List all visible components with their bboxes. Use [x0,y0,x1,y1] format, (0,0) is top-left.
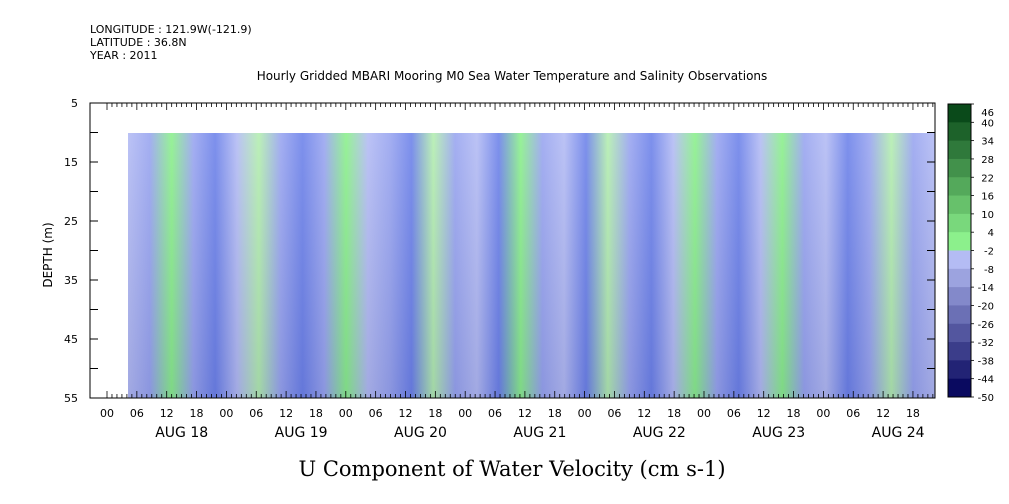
x-hour-label: 18 [787,407,801,420]
colorbar-swatch [948,323,971,343]
y-tick-label: 55 [64,392,78,405]
x-hour-label: 12 [637,407,651,420]
longitude-label: LONGITUDE : 121.9W(-121.9) [90,23,252,36]
colorbar-label: -38 [978,356,994,367]
colorbar-label: 10 [981,210,994,221]
colorbar-label: 22 [981,173,994,184]
x-hour-label: 06 [369,407,383,420]
x-hour-label: 12 [757,407,771,420]
colorbar-swatch [948,195,971,215]
x-hour-label: 18 [548,407,562,420]
x-hour-label: 06 [130,407,144,420]
colorbar-swatch [948,104,971,123]
x-day-label: AUG 24 [872,425,925,441]
colorbar-label: 46 [981,108,994,119]
colorbar-swatch [948,177,971,197]
x-hour-label: 06 [846,407,860,420]
colorbar-swatch [948,158,971,178]
x-hour-label: 00 [219,407,233,420]
colorbar-swatch [948,250,971,270]
y-tick-label: 45 [64,333,78,346]
x-hour-label: 18 [906,407,920,420]
x-axis-ticks [106,103,934,398]
x-hour-label: 18 [667,407,681,420]
x-day-label: AUG 21 [513,425,566,441]
x-hour-label: 06 [488,407,502,420]
x-axis-title: U Component of Water Velocity (cm s-1) [298,457,725,481]
heatmap-depth-shade [128,133,935,398]
colorbar-label: 28 [981,155,994,166]
colorbar-label: 34 [981,137,994,148]
colorbar-swatch [948,378,971,398]
x-day-label: AUG 18 [155,425,208,441]
colorbar-label: -44 [978,375,994,386]
x-hour-label: 00 [697,407,711,420]
colorbar-swatch [948,232,971,251]
colorbar-label: 16 [981,192,994,203]
x-hour-label: 06 [607,407,621,420]
y-axis: 5 15 25 35 45 55 [64,97,935,405]
colorbar-swatch [948,342,971,361]
y-tick-label: 25 [64,215,78,228]
colorbar-label: -14 [978,283,994,294]
y-tick-label: 35 [64,274,78,287]
colorbar-swatch [948,213,971,233]
y-tick-label: 15 [64,156,78,169]
x-hour-label: 12 [399,407,413,420]
y-tick-label: 5 [71,97,78,110]
x-axis-labels: 00 06 12 18 00 06 12 18 00 06 12 18 00 06 12 18 00 06 12 18… [100,407,925,441]
colorbar-label: -50 [978,393,994,404]
colorbar-label: -2 [984,247,994,258]
colorbar-swatch [948,268,971,288]
x-hour-label: 00 [100,407,114,420]
colorbar-label: -32 [978,338,994,349]
x-hour-label: 12 [279,407,293,420]
x-hour-label: 00 [458,407,472,420]
latitude-label: LATITUDE : 36.8N [90,36,187,49]
x-hour-label: 00 [339,407,353,420]
x-day-label: AUG 23 [752,425,805,441]
colorbar-label: 40 [981,118,994,129]
x-hour-label: 18 [428,407,442,420]
x-hour-label: 18 [309,407,323,420]
x-hour-label: 00 [578,407,592,420]
x-hour-label: 12 [160,407,174,420]
colorbar-label: -8 [984,265,994,276]
y-axis-label: DEPTH (m) [41,222,55,287]
colorbar-swatch [948,305,971,325]
x-day-label: AUG 19 [275,425,328,441]
x-hour-label: 12 [876,407,890,420]
year-label: YEAR : 2011 [90,49,158,62]
x-hour-label: 06 [727,407,741,420]
colorbar-swatch [948,360,971,380]
x-hour-label: 00 [816,407,830,420]
colorbar-swatch [948,287,971,306]
colorbar-label: -26 [978,320,994,331]
colorbar-swatch [948,122,971,142]
x-hour-label: 06 [249,407,263,420]
x-hour-label: 12 [518,407,532,420]
x-hour-label: 18 [190,407,204,420]
x-day-label: AUG 22 [633,425,686,441]
chart-title: Hourly Gridded MBARI Mooring M0 Sea Wate… [257,69,768,83]
colorbar-label: -20 [978,301,994,312]
x-day-label: AUG 20 [394,425,447,441]
colorbar-label: 4 [988,228,994,239]
colorbar-swatch [948,140,971,160]
